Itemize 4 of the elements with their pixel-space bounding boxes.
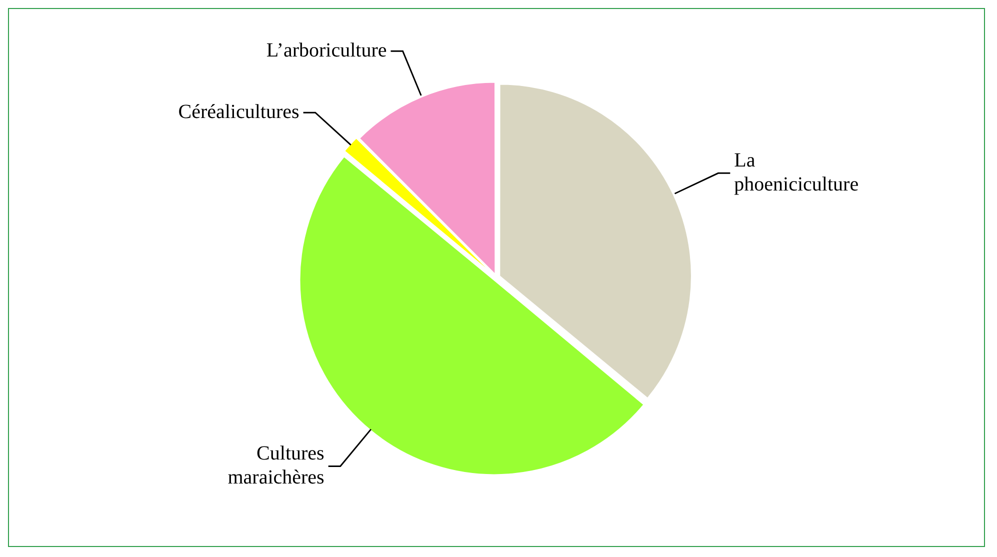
slice-label: L’arboriculture — [266, 39, 387, 62]
slice-label: La phoeniciculture — [734, 149, 859, 196]
slice-label: Cultures maraichères — [228, 442, 325, 489]
slice-label: Céréalicultures — [178, 100, 300, 123]
